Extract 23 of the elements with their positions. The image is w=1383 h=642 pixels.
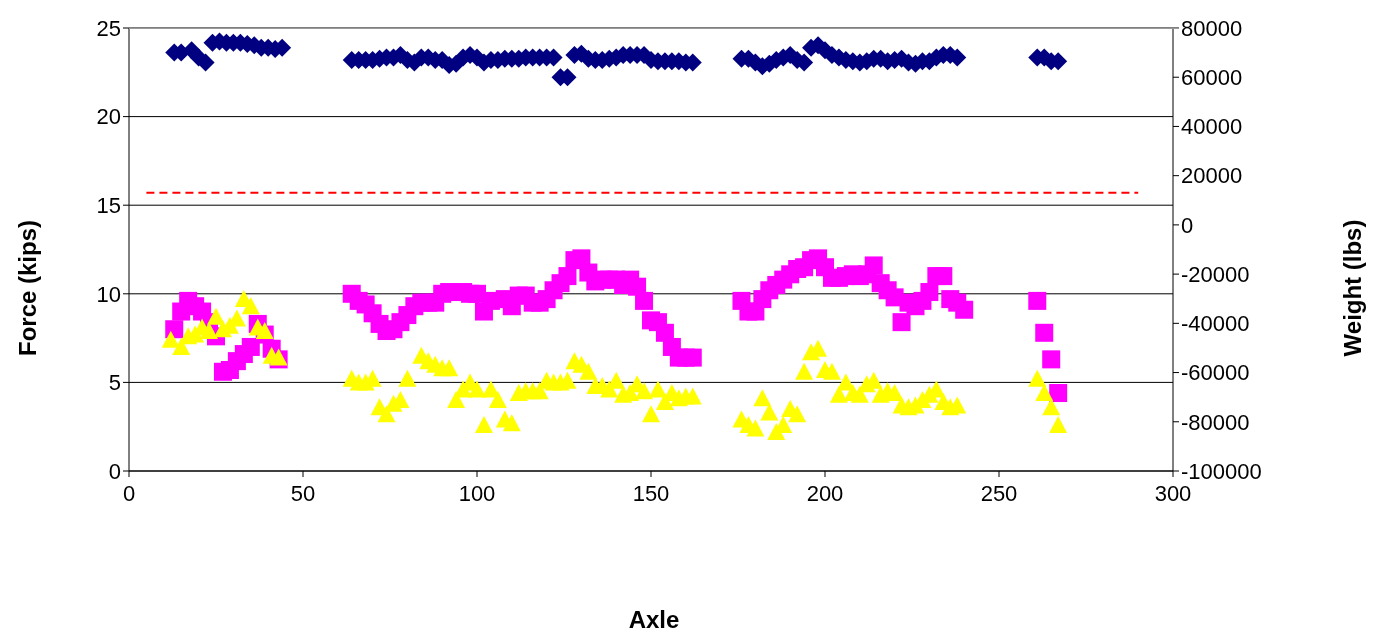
y-tick-label: 5 xyxy=(108,370,121,396)
x-tick-label: 200 xyxy=(806,480,844,506)
y2-axis-title: Weight (lbs) xyxy=(1339,219,1367,357)
y2-tick-label: 40000 xyxy=(1181,114,1243,140)
y2-tick-label: -40000 xyxy=(1181,311,1250,337)
x-tick-label: 250 xyxy=(980,480,1018,506)
x-tick-label: 50 xyxy=(290,480,316,506)
y-axis-title: Force (kips) xyxy=(14,219,42,357)
y-tick-label: 10 xyxy=(96,281,121,307)
x-tick-label: 150 xyxy=(632,480,670,506)
x-axis-title: Axle xyxy=(627,606,681,634)
y2-tick-label: 20000 xyxy=(1181,163,1243,189)
y2-tick-label: 0 xyxy=(1181,212,1194,238)
x-tick-label: 100 xyxy=(458,480,496,506)
y-tick-label: 0 xyxy=(108,458,121,484)
y2-tick-label: -20000 xyxy=(1181,261,1250,287)
y2-tick-label: -80000 xyxy=(1181,409,1250,435)
y-tick-label: 15 xyxy=(96,193,121,219)
y-tick-label: 20 xyxy=(96,104,121,130)
y2-tick-label: 60000 xyxy=(1181,65,1243,91)
y2-tick-label: 80000 xyxy=(1181,15,1243,41)
y2-tick-label: -60000 xyxy=(1181,360,1250,386)
y-tick-label: 25 xyxy=(96,15,121,41)
